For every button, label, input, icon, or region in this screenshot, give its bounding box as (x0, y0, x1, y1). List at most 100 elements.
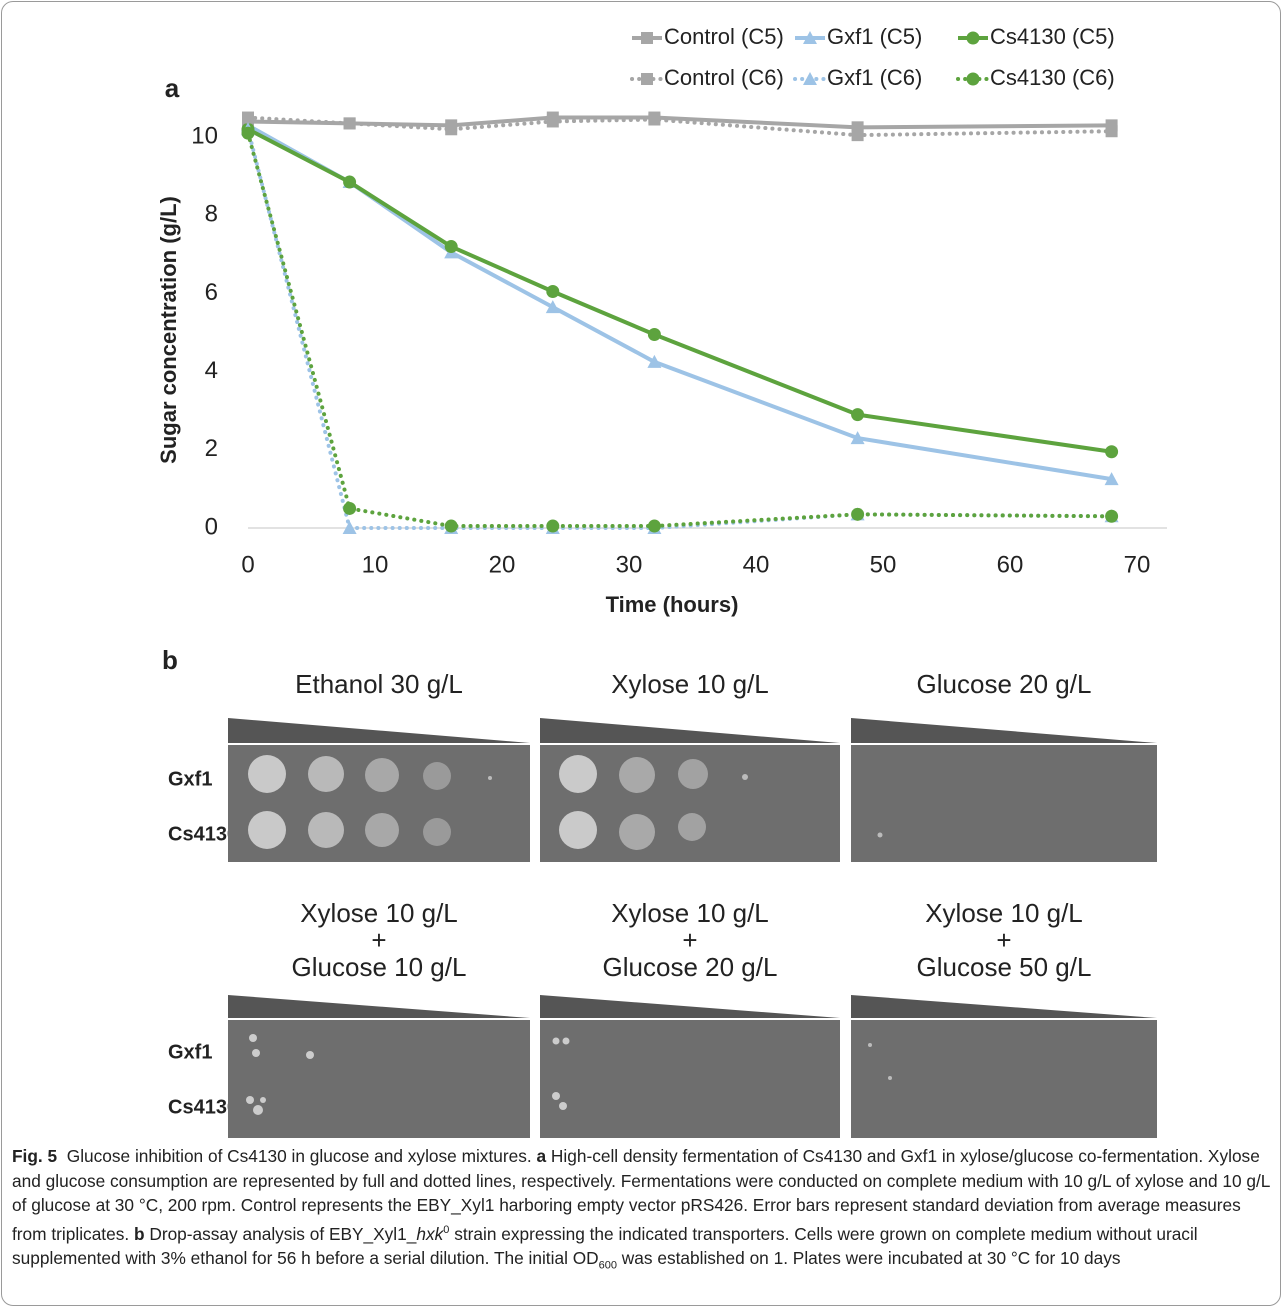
colony-spot (678, 813, 706, 841)
x-tick-label: 0 (241, 551, 254, 578)
series-line (248, 125, 1112, 479)
marker (648, 114, 660, 126)
y-tick-label: 8 (205, 201, 218, 228)
marker (242, 112, 254, 124)
y-tick-label: 6 (205, 279, 218, 306)
colony-spot (563, 1038, 570, 1045)
legend-marker (641, 73, 653, 85)
plate-header: Xylose 10 g/L (611, 669, 769, 699)
colony-spot (246, 1096, 254, 1104)
plate-header: Xylose 10 g/L (300, 898, 458, 928)
colony-spot (678, 759, 708, 789)
x-tick-label: 30 (616, 551, 643, 578)
dilution-wedge (540, 718, 840, 743)
caption-text: OD (573, 1248, 599, 1268)
marker (1105, 510, 1118, 523)
marker (1105, 445, 1118, 458)
legend-label: Cs4130 (C6) (990, 65, 1115, 90)
series-line (248, 129, 1112, 528)
marker (344, 117, 356, 129)
colony-spot (423, 762, 451, 790)
colony-spot (559, 755, 597, 793)
y-tick-label: 0 (205, 513, 218, 540)
colony-spot (488, 776, 492, 780)
colony-spot (878, 833, 883, 838)
colony-spot (248, 811, 286, 849)
plate-photo (228, 1020, 530, 1138)
plate-photo (851, 745, 1157, 862)
marker (242, 127, 255, 140)
page: {"chart_data": {"type": "line", "x_label… (0, 0, 1284, 1309)
dilution-wedge (540, 995, 840, 1018)
series-line (248, 133, 1112, 526)
marker (546, 520, 559, 533)
plate-header: Glucose 20 g/L (917, 669, 1092, 699)
y-tick-label: 10 (191, 122, 218, 149)
plate-header: + (996, 925, 1011, 955)
plate-photo (851, 1020, 1157, 1138)
legend-label: Gxf1 (C6) (827, 65, 922, 90)
colony-spot (252, 1049, 260, 1057)
colony-spot (619, 757, 655, 793)
caption-text: a (536, 1146, 546, 1166)
marker (852, 129, 864, 141)
colony-spot (365, 758, 399, 792)
plate-header: + (371, 925, 386, 955)
row-label: Gxf1 (168, 1041, 212, 1063)
plate-header: Ethanol 30 g/L (295, 669, 463, 699)
plate-photo (540, 1020, 840, 1138)
legend-label: Control (C5) (664, 24, 784, 49)
caption-text: was established on 1. Plates were incuba… (617, 1248, 1121, 1268)
marker (546, 285, 559, 298)
marker (547, 115, 559, 127)
colony-spot (868, 1043, 872, 1047)
figure: a Sugar concentration (g/L) Time (hours)… (0, 0, 1284, 1140)
x-tick-label: 60 (997, 551, 1024, 578)
caption-text: 600 (599, 1260, 617, 1272)
colony-spot (559, 1102, 567, 1110)
y-tick-label: 2 (205, 435, 218, 462)
row-label: Cs4130 (168, 1096, 238, 1118)
x-axis-title: Time (hours) (606, 592, 739, 617)
caption-text: hxk (416, 1224, 443, 1244)
dilution-wedge (851, 995, 1157, 1018)
plate-header: Glucose 20 g/L (603, 952, 778, 982)
row-label: Gxf1 (168, 768, 212, 790)
legend-label: Gxf1 (C5) (827, 24, 922, 49)
legend-label: Control (C6) (664, 65, 784, 90)
marker (648, 328, 661, 341)
colony-spot (552, 1092, 560, 1100)
drop-assay: Ethanol 30 g/L Xylose 10 g/L Glucose 20 g/… (168, 669, 1157, 1138)
marker (851, 408, 864, 421)
y-tick-label: 4 (205, 357, 218, 384)
x-tick-label: 70 (1124, 551, 1151, 578)
colony-spot (253, 1105, 263, 1115)
caption-text: Glucose inhibition of Cs4130 in glucose … (67, 1146, 537, 1166)
plate-header: + (682, 925, 697, 955)
legend-marker (967, 32, 980, 45)
colony-spot (365, 813, 399, 847)
plate-header: Glucose 10 g/L (292, 952, 467, 982)
colony-spot (248, 755, 286, 793)
legend-label: Cs4130 (C5) (990, 24, 1115, 49)
marker (445, 123, 457, 135)
dilution-wedge (228, 995, 530, 1018)
colony-spot (619, 814, 655, 850)
colony-spot (559, 811, 597, 849)
marker (851, 508, 864, 521)
colony-spot (306, 1051, 314, 1059)
marker (1106, 125, 1118, 137)
x-tick-label: 50 (870, 551, 897, 578)
caption-text: b (134, 1224, 145, 1244)
x-tick-label: 10 (362, 551, 389, 578)
marker (648, 520, 661, 533)
plate-header: Xylose 10 g/L (925, 898, 1083, 928)
caption: Fig. 5 Glucose inhibition of Cs4130 in g… (12, 1144, 1274, 1278)
colony-spot (888, 1076, 892, 1080)
legend-marker (641, 32, 653, 44)
caption-label: Fig. 5 (12, 1146, 57, 1166)
caption-text: Drop-assay analysis of EBY_Xyl1_ (145, 1224, 417, 1244)
x-tick-label: 20 (489, 551, 516, 578)
colony-spot (260, 1097, 266, 1103)
y-axis-title: Sugar concentration (g/L) (156, 196, 181, 464)
